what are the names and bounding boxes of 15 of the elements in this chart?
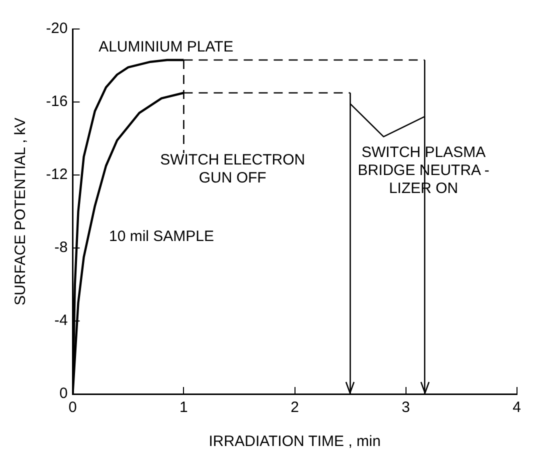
y-tick-label: 0 <box>59 385 68 402</box>
y-tick-label: -12 <box>46 166 68 184</box>
y-tick-label: -8 <box>54 239 68 256</box>
annotation: ALUMINIUM PLATE <box>98 38 234 56</box>
annotation: SWITCH ELECTRON GUN OFF <box>160 152 306 187</box>
y-tick-label: -20 <box>46 20 68 38</box>
y-axis-title: SURFACE POTENTIAL , kV <box>12 118 30 306</box>
annotation: 10 mil SAMPLE <box>108 228 214 246</box>
x-tick-label: 3 <box>402 399 410 416</box>
x-tick-label: 1 <box>180 399 188 416</box>
x-axis-title: IRRADIATION TIME , min <box>208 433 381 450</box>
x-tick-label: 2 <box>290 399 299 416</box>
y-tick-label: -16 <box>46 93 68 110</box>
y-tick-label: -4 <box>54 312 68 330</box>
x-tick-label: 4 <box>512 399 521 416</box>
